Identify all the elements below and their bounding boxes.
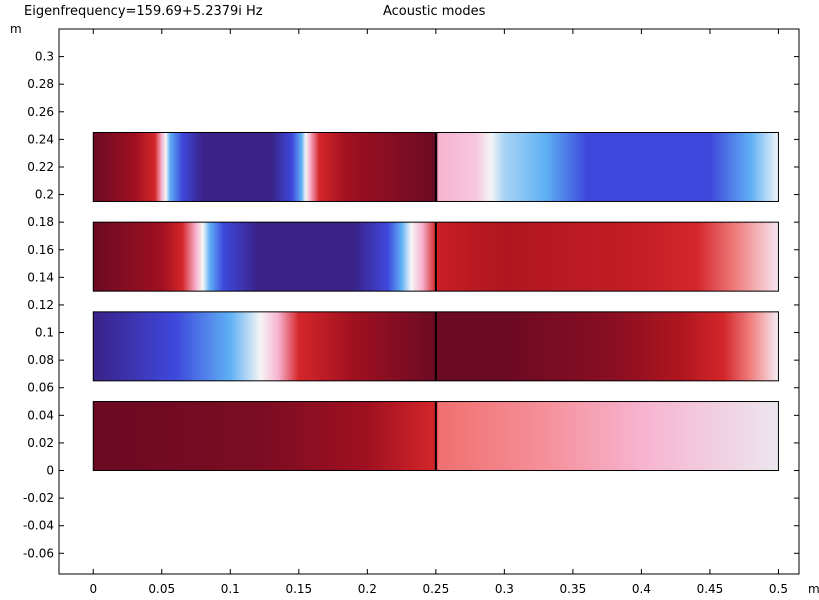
y-tick-label: -0.02 (23, 491, 54, 505)
y-tick-label: 0.24 (27, 132, 54, 146)
y-tick-label: 0.1 (35, 326, 54, 340)
x-tick-label: 0.15 (285, 582, 312, 596)
plot-area (58, 28, 800, 575)
x-tick-label: 0.35 (560, 582, 587, 596)
y-tick-label: 0.02 (27, 436, 54, 450)
y-tick-label: -0.04 (23, 519, 54, 533)
x-tick-label: 0.1 (221, 582, 240, 596)
y-tick-label: 0.08 (27, 353, 54, 367)
x-tick-label: 0.2 (358, 582, 377, 596)
y-tick-label: 0 (46, 464, 54, 478)
y-tick-label: 0.14 (27, 270, 54, 284)
x-tick-label: 0.25 (422, 582, 449, 596)
x-axis-label: m (808, 582, 819, 596)
y-tick-label: 0.26 (27, 105, 54, 119)
x-tick-label: 0 (89, 582, 97, 596)
y-axis-label: m (10, 22, 22, 36)
plot-title: Acoustic modes (383, 4, 486, 19)
domains-layer (92, 131, 779, 472)
y-tick-label: 0.16 (27, 243, 54, 257)
y-tick-label: -0.06 (23, 546, 54, 560)
x-tick-label: 0.05 (148, 582, 175, 596)
ticks-layer: 0 0.05 0.1 0.15 0.2 0.25 0.3 0.35 0.4 0.45 0.5 -0.0… (23, 29, 799, 596)
y-tick-label: 0.22 (27, 160, 54, 174)
eigenfrequency-label: Eigenfrequency=159.69+5.2379i Hz (24, 4, 263, 19)
y-tick-label: 0.28 (27, 77, 54, 91)
x-tick-label: 0.4 (632, 582, 651, 596)
y-tick-label: 0.3 (35, 50, 54, 64)
y-tick-label: 0.2 (35, 188, 54, 202)
y-tick-label: 0.06 (27, 381, 54, 395)
y-tick-label: 0.12 (27, 298, 54, 312)
y-tick-label: 0.04 (27, 408, 54, 422)
y-tick-label: 0.18 (27, 215, 54, 229)
x-tick-label: 0.3 (495, 582, 514, 596)
x-tick-label: 0.45 (697, 582, 724, 596)
x-tick-label: 0.5 (769, 582, 788, 596)
